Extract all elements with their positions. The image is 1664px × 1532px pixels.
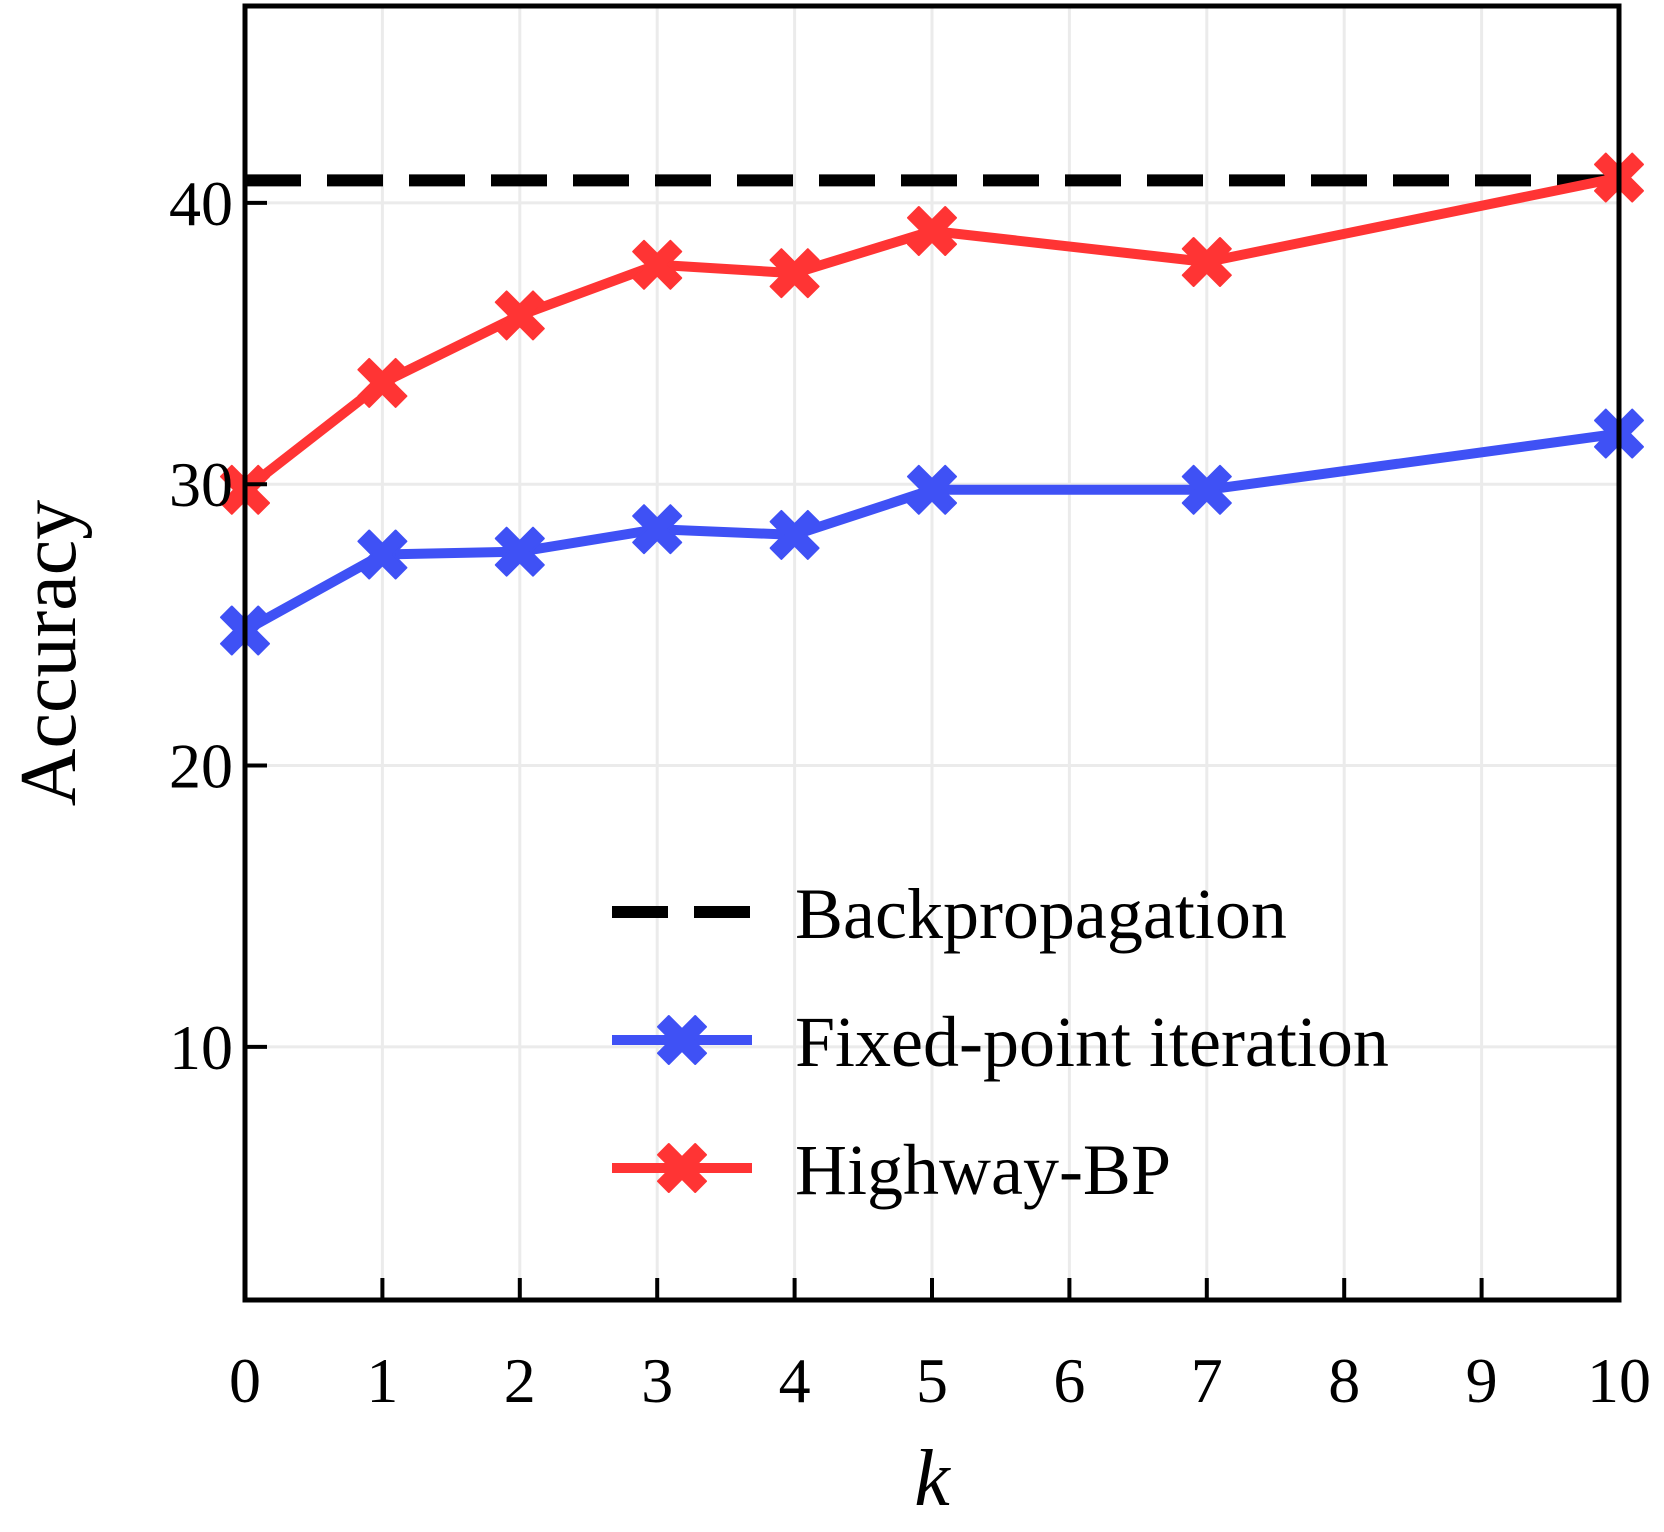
- data-point-fixed-point-iteration: [494, 526, 545, 577]
- data-point-highway-bp: [494, 290, 545, 341]
- data-point-highway-bp: [769, 248, 820, 299]
- data-point-highway-bp: [357, 357, 408, 408]
- x-tick-label: 5: [916, 1345, 948, 1416]
- series-line-fixed-point-iteration: [240, 428, 1624, 636]
- x-tick-label: 10: [1587, 1345, 1651, 1416]
- x-tick-label: 6: [1053, 1345, 1085, 1416]
- x-tick-label: 4: [779, 1345, 811, 1416]
- data-point-highway-bp: [907, 206, 957, 256]
- x-tick-label: 8: [1328, 1345, 1360, 1416]
- x-tick-label: 1: [366, 1345, 398, 1416]
- legend-label-fixed-point-iteration: Fixed-point iteration: [795, 1002, 1389, 1082]
- data-point-fixed-point-iteration: [769, 509, 820, 560]
- legend: Backpropagation Fixed-point iteration High…: [612, 874, 1389, 1210]
- y-axis-label: Accuracy: [5, 500, 93, 806]
- data-point-fixed-point-iteration: [632, 504, 683, 555]
- y-tick-label: 30: [169, 449, 233, 520]
- y-tick-label: 20: [169, 731, 233, 802]
- data-point-highway-bp: [1181, 237, 1232, 287]
- data-point-fixed-point-iteration: [907, 464, 957, 515]
- x-axis-label: k: [914, 1435, 951, 1523]
- grid-lines: [243, 6, 1621, 1300]
- data-point-highway-bp: [632, 239, 683, 290]
- data-point-fixed-point-iteration: [357, 529, 408, 580]
- legend-marker-fixed-point-iteration: [657, 1015, 707, 1065]
- x-tick-label: 0: [229, 1345, 261, 1416]
- x-tick-label: 3: [641, 1345, 673, 1416]
- legend-label-highway-bp: Highway-BP: [795, 1130, 1171, 1210]
- data-point-fixed-point-iteration: [1181, 464, 1232, 515]
- legend-marker-highway-bp: [657, 1143, 707, 1193]
- x-tick-label: 9: [1466, 1345, 1498, 1416]
- axis-ticks: 0 1 2 3 4 5 6 7 8 9 10 10 20 30 40: [169, 168, 1651, 1416]
- x-tick-label: 2: [504, 1345, 536, 1416]
- y-tick-label: 10: [169, 1012, 233, 1083]
- legend-label-backpropagation: Backpropagation: [795, 874, 1287, 954]
- x-tick-label: 7: [1191, 1345, 1223, 1416]
- y-tick-label: 40: [169, 168, 233, 239]
